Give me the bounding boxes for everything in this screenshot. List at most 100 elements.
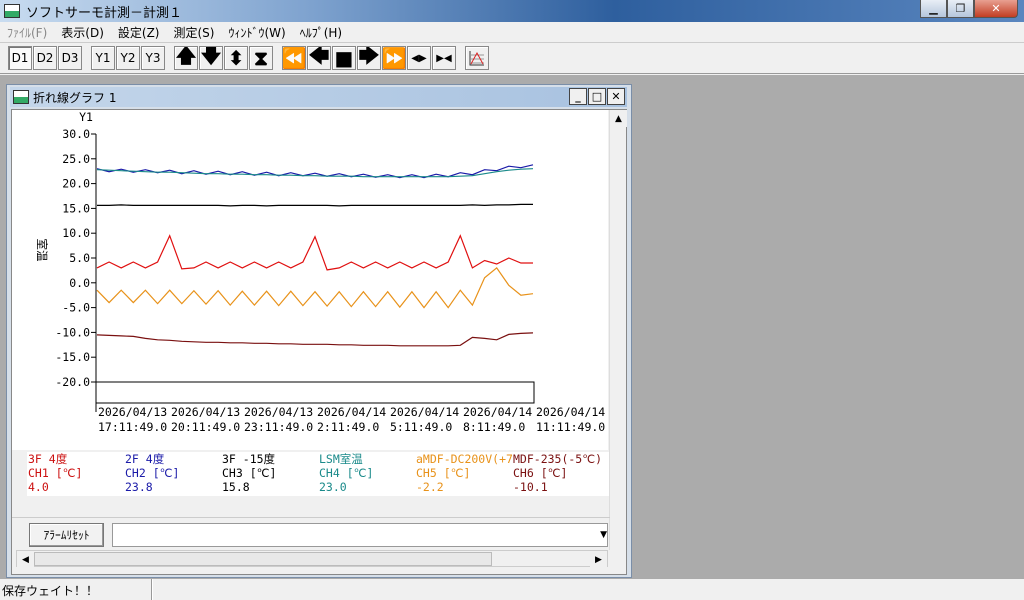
legend-channel-4: LSM室温 CH4 [℃] 23.0 bbox=[318, 452, 415, 496]
graph-window-icon bbox=[13, 90, 29, 104]
legend-channel-2: 2F 4度 CH2 [℃] 23.8 bbox=[124, 452, 221, 496]
legend-channel-5: aMDF-DC200V(+7 CH5 [℃] -2.2 bbox=[415, 452, 512, 496]
scroll-up-icon[interactable]: ▲ bbox=[610, 110, 627, 127]
y-axis-label: 室温 bbox=[35, 239, 49, 262]
y-tick-label: 30.0 bbox=[62, 127, 90, 141]
graph-settings-icon[interactable] bbox=[465, 46, 489, 70]
y1-button[interactable]: Y1 bbox=[91, 46, 115, 70]
series-line-ch1 bbox=[96, 234, 533, 271]
legend-value: 4.0 bbox=[28, 480, 49, 494]
x-tick-date: 2026/04/13 bbox=[98, 405, 167, 419]
legend-value: 23.8 bbox=[125, 480, 153, 494]
menu-settings[interactable]: 設定(Z) bbox=[117, 25, 160, 40]
legend-name: aMDF-DC200V(+7 bbox=[416, 452, 512, 466]
series-line-ch2 bbox=[96, 164, 534, 179]
x-tick-time: 17:11:49.0 bbox=[98, 420, 167, 434]
dropdown-arrow-icon[interactable]: ▼ bbox=[600, 530, 607, 540]
graph-client: Y1 室温 30.0 25.0 20.0 15.0 10.0 5.0 0.0 -5.0 -10.0 -… bbox=[11, 109, 627, 575]
series-line-ch3 bbox=[97, 203, 533, 207]
scroll-thumb[interactable] bbox=[34, 552, 492, 566]
vertical-scrollbar[interactable]: ▲ bbox=[609, 110, 627, 550]
x-tick-date: 2026/04/13 bbox=[171, 405, 240, 419]
scroll-left-icon[interactable]: ◀ bbox=[17, 551, 34, 568]
legend-value: -2.2 bbox=[416, 480, 444, 494]
maximize-button[interactable]: ❐ bbox=[947, 0, 974, 18]
legend-ch: CH4 [℃] bbox=[319, 466, 374, 480]
expand-vertical-icon[interactable]: ⬍ bbox=[224, 46, 248, 70]
window-title: ソフトサーモ計測－計測１ bbox=[26, 5, 183, 21]
series-line-ch5 bbox=[96, 267, 534, 309]
legend-ch: CH6 [℃] bbox=[513, 466, 568, 480]
arrow-left-icon[interactable]: 🡄 bbox=[307, 46, 331, 70]
shrink-vertical-icon[interactable]: ⧗ bbox=[249, 46, 273, 70]
legend-name: 2F 4度 bbox=[125, 452, 165, 466]
arrow-down-icon[interactable]: 🡇 bbox=[199, 46, 223, 70]
plot-area: Y1 室温 30.0 25.0 20.0 15.0 10.0 5.0 0.0 -5.0 -10.0 -… bbox=[12, 110, 608, 450]
legend-ch: CH1 [℃] bbox=[28, 466, 83, 480]
legend-name: MDF-235(-5℃) bbox=[513, 452, 603, 466]
child-maximize-button[interactable]: □ bbox=[588, 88, 606, 105]
legend-ch: CH3 [℃] bbox=[222, 466, 277, 480]
legend-name: LSM室温 bbox=[319, 452, 363, 466]
alarm-message-combo[interactable]: ▼ bbox=[112, 523, 608, 547]
minimize-button[interactable]: ▁ bbox=[920, 0, 947, 18]
menu-file[interactable]: ﾌｧｲﾙ(F) bbox=[7, 25, 48, 40]
legend-channel-3: 3F -15度 CH3 [℃] 15.8 bbox=[221, 452, 318, 496]
legend-channel-6: MDF-235(-5℃) CH6 [℃] -10.1 bbox=[512, 452, 609, 496]
rewind-icon[interactable]: ⏪ bbox=[282, 46, 306, 70]
arrow-up-icon[interactable]: 🡅 bbox=[174, 46, 198, 70]
d2-button[interactable]: D2 bbox=[33, 46, 57, 70]
y2-button[interactable]: Y2 bbox=[116, 46, 140, 70]
y-tick-label: -5.0 bbox=[62, 301, 90, 315]
menu-view[interactable]: 表示(D) bbox=[61, 25, 104, 40]
y-tick-label: -15.0 bbox=[55, 350, 90, 364]
stop-icon[interactable]: ■ bbox=[332, 46, 356, 70]
legend-value: 23.0 bbox=[319, 480, 347, 494]
y-tick-label: 10.0 bbox=[62, 226, 90, 240]
arrow-right-icon[interactable]: 🡆 bbox=[357, 46, 381, 70]
alarm-reset-button[interactable]: ｱﾗｰﾑﾘｾｯﾄ bbox=[29, 523, 104, 547]
legend-channel-1: 3F 4度 CH1 [℃] 4.0 bbox=[27, 452, 124, 496]
legend-name: 3F 4度 bbox=[28, 452, 68, 466]
expand-horizontal-icon[interactable]: ◀▶ bbox=[407, 46, 431, 70]
channel-legend: 3F 4度 CH1 [℃] 4.0 2F 4度 CH2 [℃] 23.8 3F -15度 CH… bbox=[27, 452, 609, 496]
y3-button[interactable]: Y3 bbox=[141, 46, 165, 70]
d3-button[interactable]: D3 bbox=[58, 46, 82, 70]
fast-forward-icon[interactable]: ⏩ bbox=[382, 46, 406, 70]
scroll-right-icon[interactable]: ▶ bbox=[590, 551, 607, 568]
y-tick-label: 25.0 bbox=[62, 152, 90, 166]
window-titlebar: ソフトサーモ計測－計測１ ▁ ❐ ✕ bbox=[0, 0, 1024, 22]
menu-measure[interactable]: 測定(S) bbox=[173, 25, 215, 40]
d1-button[interactable]: D1 bbox=[8, 46, 32, 70]
x-tick-time: 23:11:49.0 bbox=[244, 420, 313, 434]
horizontal-scrollbar[interactable]: ◀ ▶ bbox=[16, 550, 608, 568]
line-graph-window: 折れ線グラフ 1 _ □ ✕ Y1 室温 30.0 25.0 20.0 15.0 10.0 5… bbox=[6, 84, 632, 578]
menu-window[interactable]: ｳｨﾝﾄﾞｳ(W) bbox=[228, 25, 286, 40]
mdi-workspace: 折れ線グラフ 1 _ □ ✕ Y1 室温 30.0 25.0 20.0 15.0 10.0 5… bbox=[0, 75, 1024, 578]
x-tick-time: 5:11:49.0 bbox=[390, 420, 452, 434]
y-tick-label: -10.0 bbox=[55, 325, 90, 339]
x-tick-date: 2026/04/14 bbox=[463, 405, 532, 419]
shrink-horizontal-icon[interactable]: ▶◀ bbox=[432, 46, 456, 70]
app-icon bbox=[4, 4, 20, 18]
legend-ch: CH2 [℃] bbox=[125, 466, 180, 480]
y-tick-label: 5.0 bbox=[69, 251, 90, 265]
x-tick-date: 2026/04/14 bbox=[536, 405, 605, 419]
series-line-ch4 bbox=[96, 168, 534, 178]
y-tick-label: 20.0 bbox=[62, 177, 90, 191]
child-title: 折れ線グラフ 1 bbox=[33, 90, 117, 105]
x-tick-time: 8:11:49.0 bbox=[463, 420, 525, 434]
series-line-ch6 bbox=[96, 332, 534, 347]
line-chart: Y1 室温 30.0 25.0 20.0 15.0 10.0 5.0 0.0 -5.0 -10.0 -… bbox=[35, 110, 605, 434]
toolbar: D1 D2 D3 Y1 Y2 Y3 🡅 🡇 ⬍ ⧗ ⏪ 🡄 ■ 🡆 ⏩ ◀▶ ▶… bbox=[0, 42, 1024, 74]
legend-value: -10.1 bbox=[513, 480, 548, 494]
y-tick-label: -20.0 bbox=[55, 375, 90, 389]
x-tick-date: 2026/04/13 bbox=[244, 405, 313, 419]
menu-help[interactable]: ﾍﾙﾌﾟ(H) bbox=[299, 25, 343, 40]
close-button[interactable]: ✕ bbox=[974, 0, 1018, 18]
child-minimize-button[interactable]: _ bbox=[569, 88, 587, 105]
legend-value: 15.8 bbox=[222, 480, 250, 494]
child-titlebar: 折れ線グラフ 1 _ □ ✕ bbox=[10, 87, 627, 107]
child-close-button[interactable]: ✕ bbox=[607, 88, 625, 105]
status-bar: 保存ウェイト！！ bbox=[0, 578, 1024, 600]
